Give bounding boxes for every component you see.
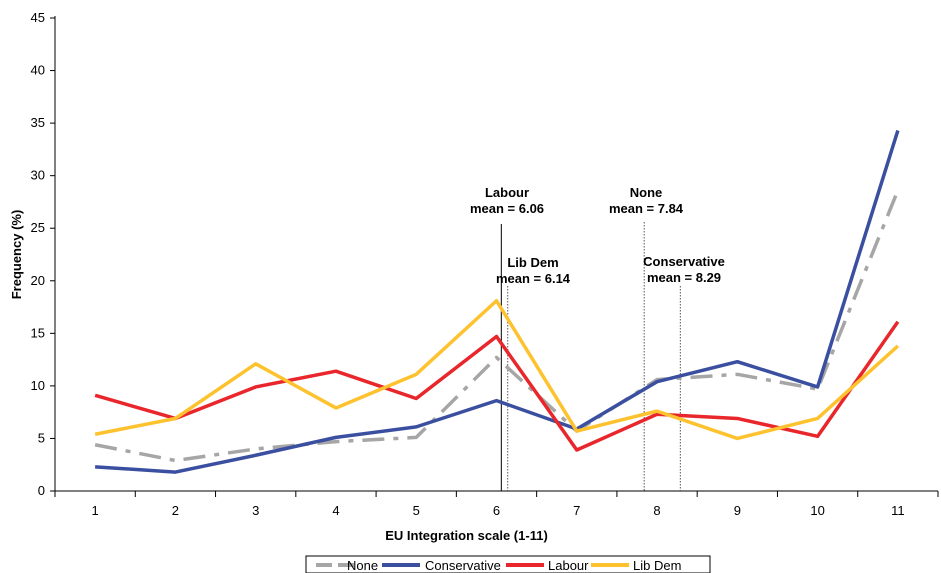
x-tick-label: 8	[653, 503, 660, 518]
x-tick-label: 2	[172, 503, 179, 518]
mean-annotation-label: mean = 6.14	[496, 271, 571, 286]
x-axis-title: EU Integration scale (1-11)	[385, 528, 548, 543]
x-tick-label: 6	[493, 503, 500, 518]
mean-annotation-label: Lib Dem	[507, 255, 558, 270]
legend-label: Labour	[548, 558, 589, 573]
x-tick-label: 5	[413, 503, 420, 518]
x-tick-label: 10	[810, 503, 824, 518]
series-line-lib-dem	[94, 298, 900, 441]
x-tick-label: 4	[332, 503, 339, 518]
mean-annotation-label: Labour	[485, 185, 529, 200]
mean-annotation-label: Conservative	[643, 254, 725, 269]
legend-label: Conservative	[425, 558, 501, 573]
mean-annotation-label: mean = 7.84	[609, 201, 684, 216]
x-tick-label: 3	[252, 503, 259, 518]
y-tick-label: 45	[31, 10, 45, 25]
x-tick-label: 9	[734, 503, 741, 518]
y-tick-label: 25	[31, 220, 45, 235]
mean-annotation-label: None	[630, 185, 663, 200]
x-tick-label: 1	[92, 503, 99, 518]
legend-label: None	[347, 558, 378, 573]
legend-label: Lib Dem	[633, 558, 681, 573]
series-line-none	[94, 189, 900, 463]
y-axis-title: Frequency (%)	[9, 210, 24, 300]
y-tick-label: 5	[38, 430, 45, 445]
series-line-labour	[94, 320, 900, 452]
y-tick-label: 35	[31, 115, 45, 130]
y-tick-label: 40	[31, 63, 45, 78]
x-tick-label: 11	[891, 503, 905, 518]
y-tick-label: 0	[38, 483, 45, 498]
mean-annotation-label: mean = 6.06	[470, 201, 544, 216]
y-tick-label: 10	[31, 378, 45, 393]
y-tick-label: 15	[31, 325, 45, 340]
y-tick-label: 20	[31, 273, 45, 288]
x-tick-label: 7	[573, 503, 580, 518]
legend: None Conservative Labour Lib Dem	[305, 555, 711, 573]
y-tick-label: 30	[31, 168, 45, 183]
series-lines	[94, 129, 900, 474]
mean-annotation-label: mean = 8.29	[647, 270, 721, 285]
